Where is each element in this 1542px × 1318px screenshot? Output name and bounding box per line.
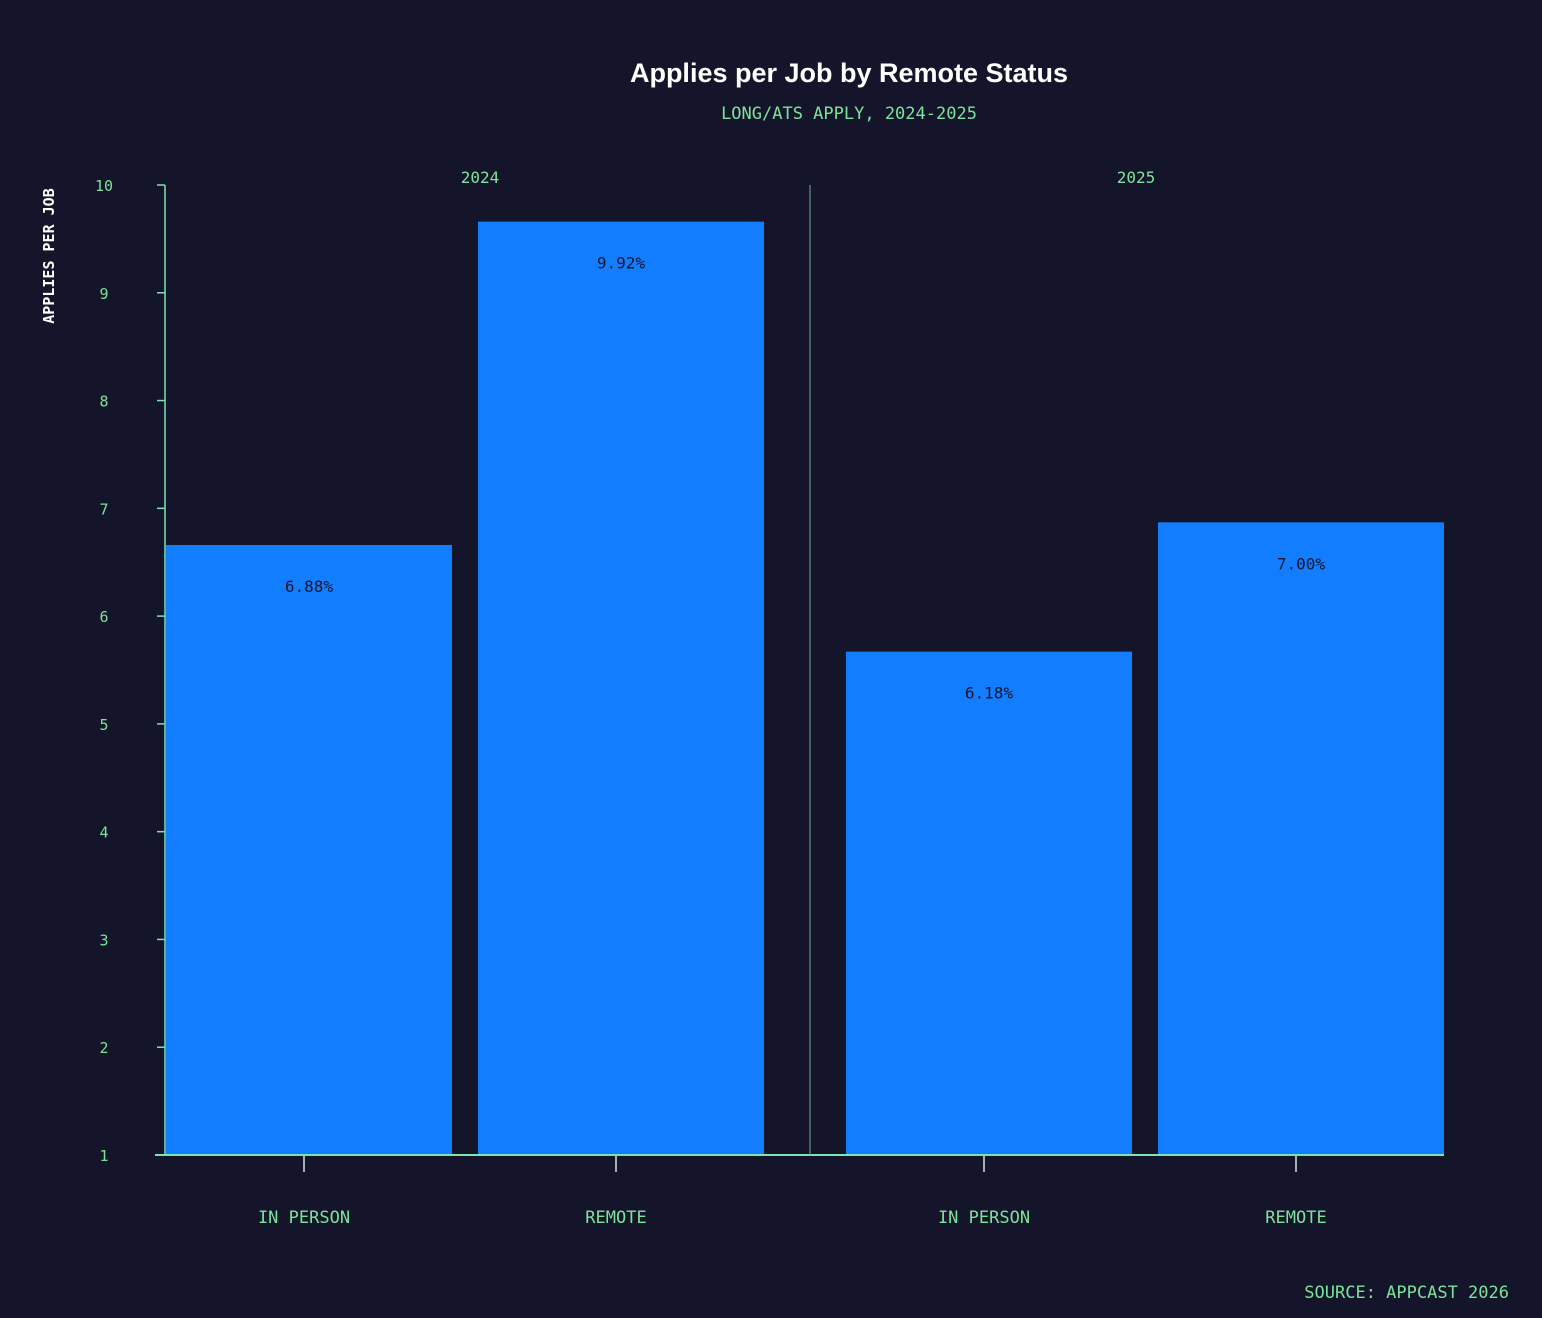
- bar-data-label: 7.00%: [1277, 554, 1326, 573]
- source-note: SOURCE: APPCAST 2026: [1304, 1283, 1509, 1303]
- y-tick-label: 9: [99, 285, 108, 303]
- y-tick-label: 6: [99, 608, 108, 626]
- bar: [478, 221, 764, 1156]
- bar-data-label: 9.92%: [597, 254, 646, 273]
- bar-data-label: 6.18%: [965, 684, 1014, 703]
- x-tick-label: REMOTE: [1265, 1208, 1326, 1228]
- x-tick-label: IN PERSON: [258, 1208, 350, 1228]
- y-tick-label: 7: [99, 500, 108, 518]
- y-tick-label: 5: [99, 716, 108, 734]
- bar: [166, 544, 452, 1155]
- bar: [846, 651, 1132, 1155]
- bar-data-label: 6.88%: [285, 577, 334, 596]
- x-tick-label: IN PERSON: [938, 1208, 1030, 1228]
- bar: [1158, 522, 1444, 1155]
- y-tick-label: 10: [95, 177, 113, 195]
- y-axis-label: APPLIES PER JOB: [40, 188, 58, 323]
- y-tick-label: 8: [99, 393, 108, 411]
- y-tick-label: 4: [99, 824, 108, 842]
- chart-title: Applies per Job by Remote Status: [630, 58, 1068, 88]
- group-label: 2024: [461, 168, 500, 187]
- y-tick-label: 3: [99, 931, 108, 949]
- group-label: 2025: [1117, 168, 1156, 187]
- y-tick-label: 2: [99, 1039, 108, 1057]
- x-tick-label: REMOTE: [585, 1208, 646, 1228]
- chart-subtitle: LONG/ATS APPLY, 2024-2025: [721, 104, 977, 124]
- y-tick-label: 1: [99, 1147, 108, 1165]
